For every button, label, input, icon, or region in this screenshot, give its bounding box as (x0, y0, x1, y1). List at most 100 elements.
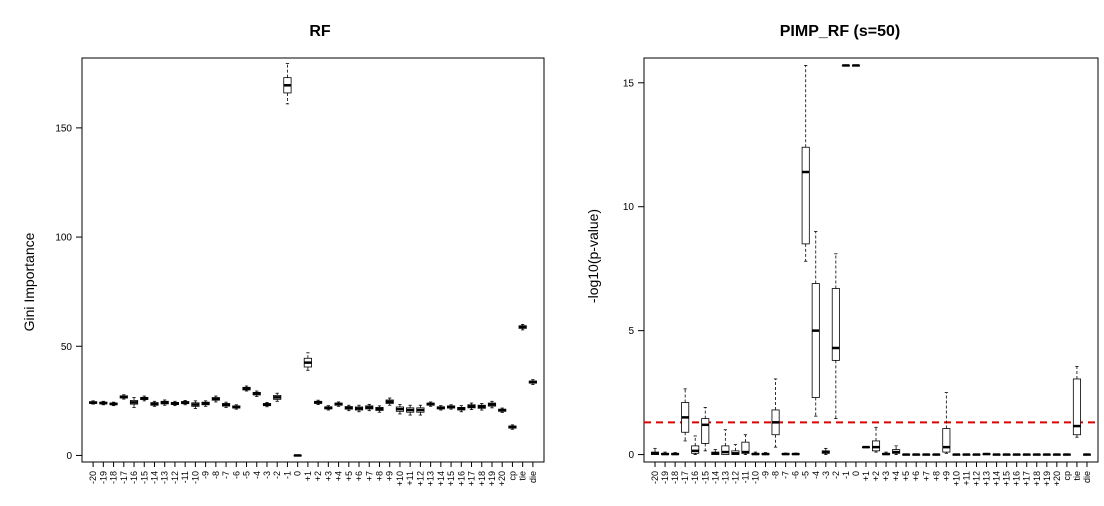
x-tick-label: 0 (293, 471, 303, 476)
x-tick-label: +9 (385, 471, 395, 481)
x-tick-label: -13 (720, 471, 730, 484)
x-tick-label: +14 (992, 471, 1002, 486)
y-tick-label: 50 (61, 342, 73, 353)
x-tick-label: cp (1062, 471, 1072, 481)
x-tick-label: -14 (710, 471, 720, 484)
x-tick-label: +13 (982, 471, 992, 486)
x-tick-label: -10 (190, 471, 200, 484)
x-tick-label: +10 (395, 471, 405, 486)
x-tick-label: -5 (801, 471, 811, 479)
x-tick-label: -11 (740, 471, 750, 483)
x-tick-label: -15 (700, 471, 710, 484)
x-tick-label: +1 (303, 471, 313, 481)
x-tick-label: 0 (851, 471, 861, 476)
x-tick-label: +7 (364, 471, 374, 481)
box (831, 288, 840, 361)
x-tick-label: +18 (477, 471, 487, 486)
x-tick-label: +4 (891, 471, 901, 481)
x-tick-label: +6 (911, 471, 921, 481)
x-tick-label: -14 (149, 471, 159, 484)
x-tick-label: +8 (931, 471, 941, 481)
x-tick-label: +20 (497, 471, 507, 486)
x-tick-label: +9 (941, 471, 951, 481)
x-tick-label: +16 (1012, 471, 1022, 486)
x-tick-label: -18 (109, 471, 119, 484)
x-tick-label: -15 (139, 471, 149, 484)
x-tick-label: +20 (1052, 471, 1062, 486)
box (1072, 378, 1081, 436)
x-tick-label: -2 (831, 471, 841, 479)
box (801, 146, 810, 245)
x-tick-label: +14 (436, 471, 446, 486)
y-tick-label: 10 (623, 202, 635, 213)
y-tick-label: 5 (628, 326, 634, 337)
x-tick-label: +2 (871, 471, 881, 481)
x-tick-label: +3 (323, 471, 333, 481)
x-tick-label: +17 (1022, 471, 1032, 486)
x-tick-label: -2 (272, 471, 282, 479)
x-tick-label: -16 (690, 471, 700, 484)
box (811, 283, 820, 398)
box (721, 445, 730, 455)
x-tick-label: -4 (811, 471, 821, 479)
x-tick-label: +17 (467, 471, 477, 486)
x-tick-label: -17 (680, 471, 690, 484)
x-tick-label: die (528, 471, 538, 483)
x-tick-label: -6 (791, 471, 801, 479)
x-tick-label: +3 (881, 471, 891, 481)
x-tick-label: +11 (961, 471, 971, 486)
y-tick-label: 0 (628, 450, 634, 461)
x-tick-label: -5 (242, 471, 252, 479)
x-tick-label: -17 (119, 471, 129, 484)
x-tick-label: +18 (1032, 471, 1042, 486)
plot-frame (81, 57, 545, 463)
x-tick-label: +5 (344, 471, 354, 481)
chart-title: RF (309, 23, 331, 40)
plot-frame (643, 57, 1099, 463)
x-tick-label: +8 (374, 471, 384, 481)
x-tick-label: -10 (750, 471, 760, 484)
x-tick-label: +19 (487, 471, 497, 486)
x-tick-label: -7 (221, 471, 231, 479)
x-tick-label: +10 (951, 471, 961, 486)
x-tick-label: -12 (730, 471, 740, 484)
x-tick-label: -9 (201, 471, 211, 479)
x-tick-label: -18 (670, 471, 680, 484)
x-tick-label: -4 (252, 471, 262, 479)
x-tick-label: -6 (231, 471, 241, 479)
x-tick-label: -19 (660, 471, 670, 484)
x-tick-label: -13 (160, 471, 170, 484)
x-tick-label: -20 (650, 471, 660, 484)
x-tick-label: +6 (354, 471, 364, 481)
x-tick-label: +5 (901, 471, 911, 481)
pimp-rf-boxplot-panel: PIMP_RF (s=50) -log10(p-value) 051015-20… (585, 23, 1099, 486)
x-tick-label: -1 (282, 471, 292, 479)
x-tick-label: +11 (405, 471, 415, 486)
y-axis-label: Gini Importance (21, 232, 37, 331)
x-tick-label: +4 (334, 471, 344, 481)
x-tick-label: +16 (456, 471, 466, 486)
y-tick-label: 0 (66, 451, 72, 462)
x-tick-label: -20 (88, 471, 98, 484)
y-tick-label: 100 (55, 233, 72, 244)
x-tick-label: +15 (446, 471, 456, 486)
x-tick-label: -1 (841, 471, 851, 479)
x-tick-label: -16 (129, 471, 139, 484)
y-tick-label: 150 (55, 123, 72, 134)
x-tick-label: +12 (415, 471, 425, 486)
x-tick-label: +1 (861, 471, 871, 481)
x-tick-label: +12 (971, 471, 981, 486)
x-tick-label: +7 (921, 471, 931, 481)
box (942, 428, 951, 453)
y-axis-label: -log10(p-value) (585, 209, 601, 303)
x-tick-label: -3 (262, 471, 272, 479)
x-tick-label: cp (507, 471, 517, 481)
x-tick-label: tie (1072, 471, 1082, 481)
x-tick-label: -9 (761, 471, 771, 479)
x-tick-label: -3 (821, 471, 831, 479)
x-tick-label: +2 (313, 471, 323, 481)
x-tick-label: die (1082, 471, 1092, 483)
x-tick-label: -8 (211, 471, 221, 479)
